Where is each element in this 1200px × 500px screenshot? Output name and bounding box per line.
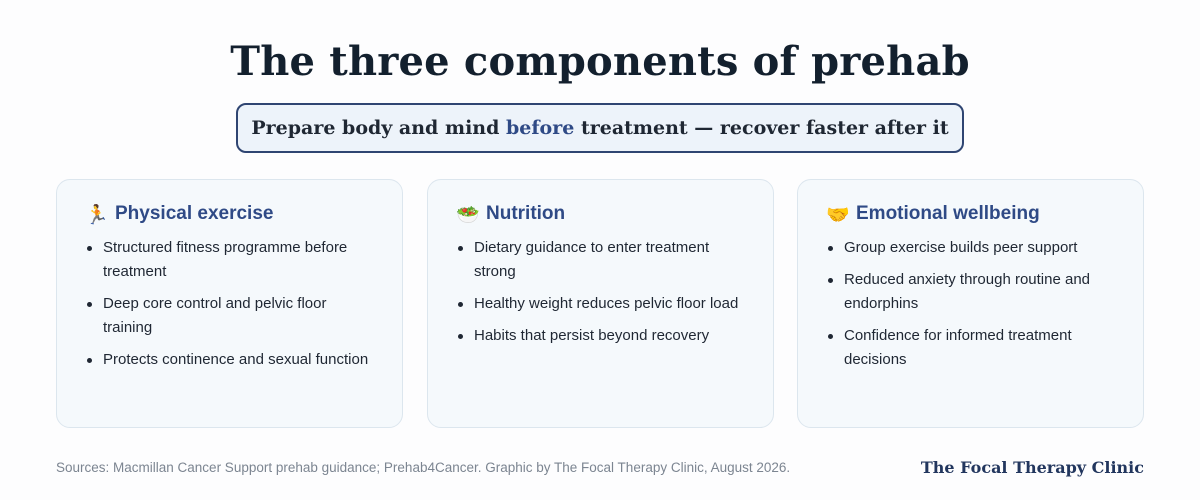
bullet-list: Structured fitness programme before trea…: [85, 236, 378, 372]
components-cards: 🏃 Physical exercise Structured fitness p…: [56, 179, 1144, 428]
tagline-highlight: before: [506, 117, 575, 139]
list-item: Deep core control and pelvic floor train…: [85, 292, 378, 340]
card-emotional-wellbeing: 🤝 Emotional wellbeing Group exercise bui…: [797, 179, 1144, 428]
bullet-list: Group exercise builds peer support Reduc…: [826, 236, 1119, 372]
card-header: 🤝 Emotional wellbeing: [826, 200, 1119, 228]
tagline-text-start: Prepare body and mind: [251, 117, 506, 139]
list-item: Reduced anxiety through routine and endo…: [826, 268, 1119, 316]
card-header: 🥗 Nutrition: [456, 200, 749, 228]
sources-footnote: Sources: Macmillan Cancer Support prehab…: [56, 460, 791, 475]
list-item: Habits that persist beyond recovery: [456, 324, 749, 348]
clinic-brand: The Focal Therapy Clinic: [920, 458, 1144, 477]
card-physical-exercise: 🏃 Physical exercise Structured fitness p…: [56, 179, 403, 428]
bullet-list: Dietary guidance to enter treatment stro…: [456, 236, 749, 348]
tagline-text-end: treatment — recover faster after it: [574, 117, 949, 139]
page-title: The three components of prehab: [230, 38, 970, 85]
card-title: Physical exercise: [115, 203, 274, 224]
list-item: Dietary guidance to enter treatment stro…: [456, 236, 749, 284]
card-title: Nutrition: [486, 203, 566, 224]
list-item: Group exercise builds peer support: [826, 236, 1119, 260]
card-header: 🏃 Physical exercise: [85, 200, 378, 228]
handshake-icon: 🤝: [826, 203, 850, 226]
running-person-icon: 🏃: [85, 203, 109, 226]
salad-bowl-icon: 🥗: [456, 203, 480, 226]
card-title: Emotional wellbeing: [856, 203, 1040, 224]
card-nutrition: 🥗 Nutrition Dietary guidance to enter tr…: [427, 179, 774, 428]
tagline-banner: Prepare body and mind before treatment —…: [236, 103, 964, 153]
list-item: Protects continence and sexual function: [85, 348, 378, 372]
list-item: Structured fitness programme before trea…: [85, 236, 378, 284]
list-item: Confidence for informed treatment decisi…: [826, 324, 1119, 372]
list-item: Healthy weight reduces pelvic floor load: [456, 292, 749, 316]
